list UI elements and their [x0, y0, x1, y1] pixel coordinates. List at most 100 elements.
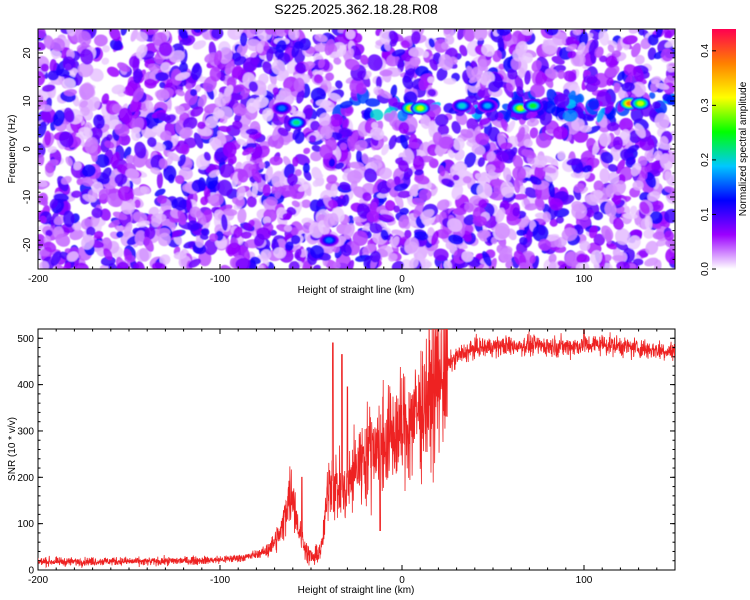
y-tick-label: 200	[17, 473, 34, 484]
noise-cell	[174, 174, 185, 185]
noise-cell	[438, 165, 446, 177]
noise-cell	[500, 142, 513, 150]
noise-cell	[512, 207, 520, 217]
noise-cell	[328, 158, 336, 167]
noise-cell	[50, 210, 59, 227]
noise-cell	[294, 154, 310, 166]
noise-cell	[231, 171, 239, 188]
y-tick-label: 100	[17, 519, 34, 530]
noise-cell	[294, 131, 305, 144]
noise-cell	[605, 55, 618, 68]
noise-cell	[143, 236, 154, 252]
snr-trace	[38, 329, 675, 569]
noise-cell	[485, 164, 496, 173]
noise-cell	[639, 191, 650, 201]
noise-cell	[329, 92, 342, 102]
noise-cell	[524, 70, 531, 85]
noise-cell	[579, 240, 591, 252]
noise-cell	[49, 58, 57, 73]
noise-cell	[588, 98, 600, 110]
noise-cell	[44, 162, 55, 174]
noise-cell	[65, 156, 73, 167]
x-tick-label: 100	[576, 274, 593, 285]
noise-cell	[545, 68, 559, 79]
noise-cell	[585, 209, 595, 218]
noise-cell	[329, 113, 344, 127]
noise-cell	[237, 138, 247, 147]
noise-cell	[312, 69, 324, 77]
noise-cell	[195, 210, 207, 226]
noise-cell	[217, 130, 227, 144]
noise-cell	[203, 151, 211, 161]
noise-cell	[41, 108, 56, 124]
noise-cell	[120, 198, 136, 215]
noise-cell	[110, 151, 121, 168]
noise-cell	[653, 150, 663, 161]
noise-cell	[436, 199, 450, 211]
noise-cell	[41, 84, 56, 92]
noise-cell	[135, 31, 148, 42]
noise-cell	[135, 44, 148, 59]
noise-cell	[81, 234, 95, 250]
noise-cell	[53, 193, 69, 202]
noise-cell	[288, 29, 300, 41]
noise-cell	[197, 121, 206, 130]
noise-cell	[355, 82, 367, 95]
noise-cell	[283, 224, 293, 232]
noise-cell	[408, 141, 420, 149]
hotspot-ring	[517, 105, 524, 111]
noise-cell	[294, 248, 302, 259]
noise-cell	[315, 99, 332, 107]
noise-cell	[167, 174, 175, 184]
y-tick-label: -20	[22, 237, 33, 252]
noise-cell	[466, 33, 475, 40]
noise-cell	[290, 227, 299, 236]
noise-cell	[534, 164, 546, 181]
noise-cell	[222, 141, 237, 158]
noise-cell	[630, 205, 638, 214]
noise-cell	[95, 154, 110, 168]
noise-cell	[457, 29, 466, 40]
noise-cell	[295, 62, 306, 74]
hotspot-ring	[637, 101, 644, 106]
noise-cell	[464, 202, 474, 213]
x-tick-label: 0	[399, 274, 405, 285]
noise-cell	[171, 199, 178, 209]
noise-cell	[139, 186, 151, 195]
noise-cell	[504, 108, 512, 123]
snr-frame	[37, 328, 676, 571]
noise-cell	[195, 238, 204, 248]
noise-cell	[339, 100, 353, 109]
noise-cell	[159, 254, 171, 266]
noise-cell	[232, 120, 243, 130]
y-tick-label: 400	[17, 380, 34, 391]
noise-cell	[462, 176, 472, 184]
noise-cell	[633, 87, 644, 98]
noise-cell	[531, 60, 542, 72]
noise-cell	[325, 72, 335, 81]
noise-cell	[116, 231, 124, 238]
noise-cell	[265, 166, 273, 183]
y-tick-label: 500	[17, 334, 34, 345]
noise-cell	[477, 157, 486, 167]
noise-cell	[593, 211, 604, 221]
noise-cell	[118, 133, 131, 146]
y-tick-label: 300	[17, 426, 34, 437]
noise-cell	[519, 236, 528, 246]
noise-cell	[398, 160, 409, 172]
noise-cell	[296, 89, 305, 104]
noise-cell	[250, 256, 261, 265]
noise-cell	[547, 261, 557, 269]
noise-cell	[134, 199, 141, 208]
noise-cell	[443, 260, 453, 269]
noise-cell	[555, 216, 564, 224]
noise-cell	[341, 194, 350, 207]
noise-cell	[324, 39, 335, 56]
noise-cell	[63, 89, 77, 97]
noise-cell	[409, 56, 421, 67]
snr-y-ticks: 0 100 200 300 400 500	[17, 328, 675, 577]
noise-cell	[188, 258, 201, 268]
noise-cell	[502, 167, 512, 182]
noise-cell	[151, 213, 167, 223]
noise-cell	[552, 126, 568, 140]
